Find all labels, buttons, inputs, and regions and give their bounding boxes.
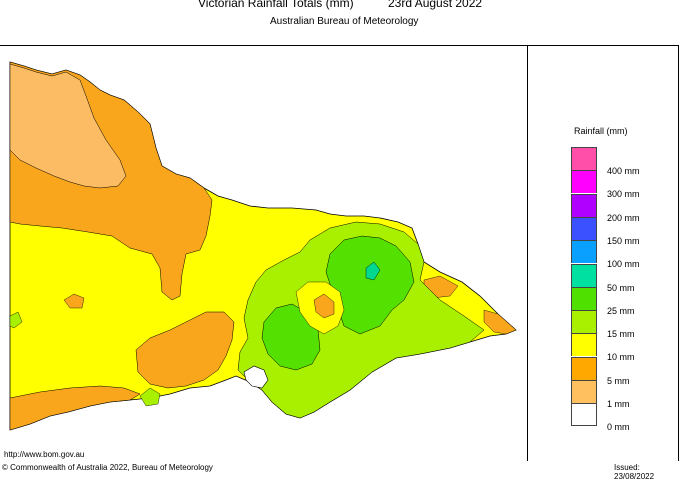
header: Victorian Rainfall Totals (mm) 23rd Augu… [0, 0, 680, 14]
legend-label: 100 mm [607, 259, 640, 270]
legend-swatch [571, 333, 597, 357]
map-date: 23rd August 2022 [388, 0, 483, 10]
region-15mm-west-spot [9, 311, 23, 329]
legend-swatch [571, 170, 597, 194]
region-50mm-alpine [365, 261, 381, 281]
region-5mm-east-tip [483, 309, 517, 335]
legend-swatch [571, 380, 597, 403]
legend-label: 50 mm [607, 282, 635, 293]
legend-label: 1 mm [607, 399, 630, 409]
legend-swatch [571, 216, 597, 240]
region-5mm-southwest [135, 311, 235, 389]
copyright-text: © Commonwealth of Australia 2022, Bureau… [2, 463, 213, 472]
victoria-rainfall-svg [9, 61, 517, 431]
region-25mm-central [261, 303, 321, 371]
legend-label: 400 mm [607, 166, 640, 176]
legend-swatch [571, 286, 597, 310]
legend-label: 10 mm [607, 352, 635, 363]
legend-swatch [571, 310, 597, 334]
legend-label: 300 mm [607, 189, 640, 200]
legend-label: 15 mm [607, 329, 635, 340]
map-title: Victorian Rainfall Totals (mm) [198, 0, 354, 10]
legend-label: 0 mm [607, 422, 630, 433]
issued-date: Issued: 23/08/2022 [614, 463, 655, 481]
region-1mm-northwest [9, 63, 127, 189]
region-5mm-spot [63, 293, 85, 309]
legend-swatch [571, 263, 597, 287]
map-subtitle: Australian Bureau of Meteorology [270, 16, 419, 27]
legend-label: 150 mm [607, 235, 640, 246]
legend-label: 5 mm [607, 375, 630, 386]
rainfall-map [0, 45, 528, 461]
region-5mm-west-coast [9, 385, 141, 431]
legend-swatch [571, 240, 597, 264]
map-frame [0, 45, 679, 461]
region-15mm-otways [139, 387, 161, 407]
legend-label: 200 mm [607, 212, 640, 223]
port-phillip-bay [243, 365, 269, 389]
legend-title: Rainfall (mm) [574, 126, 628, 136]
source-url[interactable]: http://www.bom.gov.au [4, 450, 85, 459]
legend-swatch [571, 403, 597, 427]
legend-label: 25 mm [607, 305, 635, 316]
region-5mm-pocket [313, 293, 335, 319]
legend-swatch [571, 356, 597, 380]
legend-swatch [571, 147, 597, 170]
legend-swatch [571, 193, 597, 217]
panel-divider [527, 45, 528, 461]
